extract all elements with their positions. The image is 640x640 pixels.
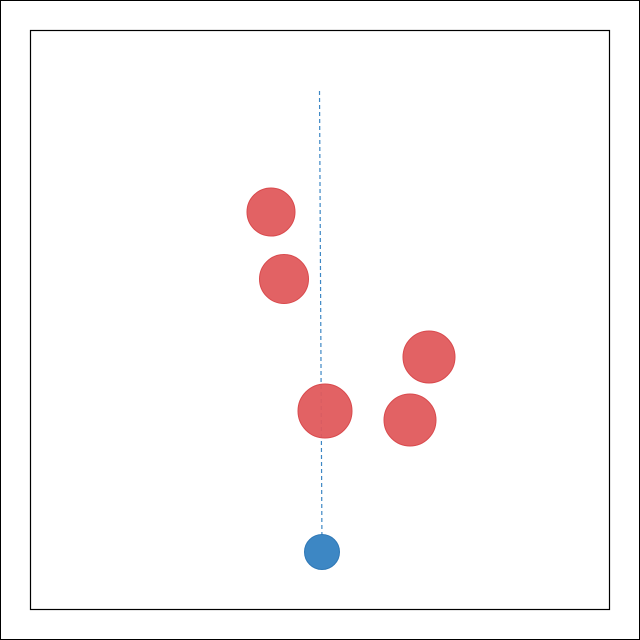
play-area-border (29, 29, 611, 611)
obstacle-ball (297, 383, 353, 439)
obstacle-ball (402, 330, 456, 384)
player-ball[interactable] (304, 534, 340, 570)
obstacle-ball (259, 254, 309, 304)
aim-line (318, 89, 323, 551)
obstacle-ball (383, 393, 437, 447)
obstacle-ball (246, 187, 296, 237)
